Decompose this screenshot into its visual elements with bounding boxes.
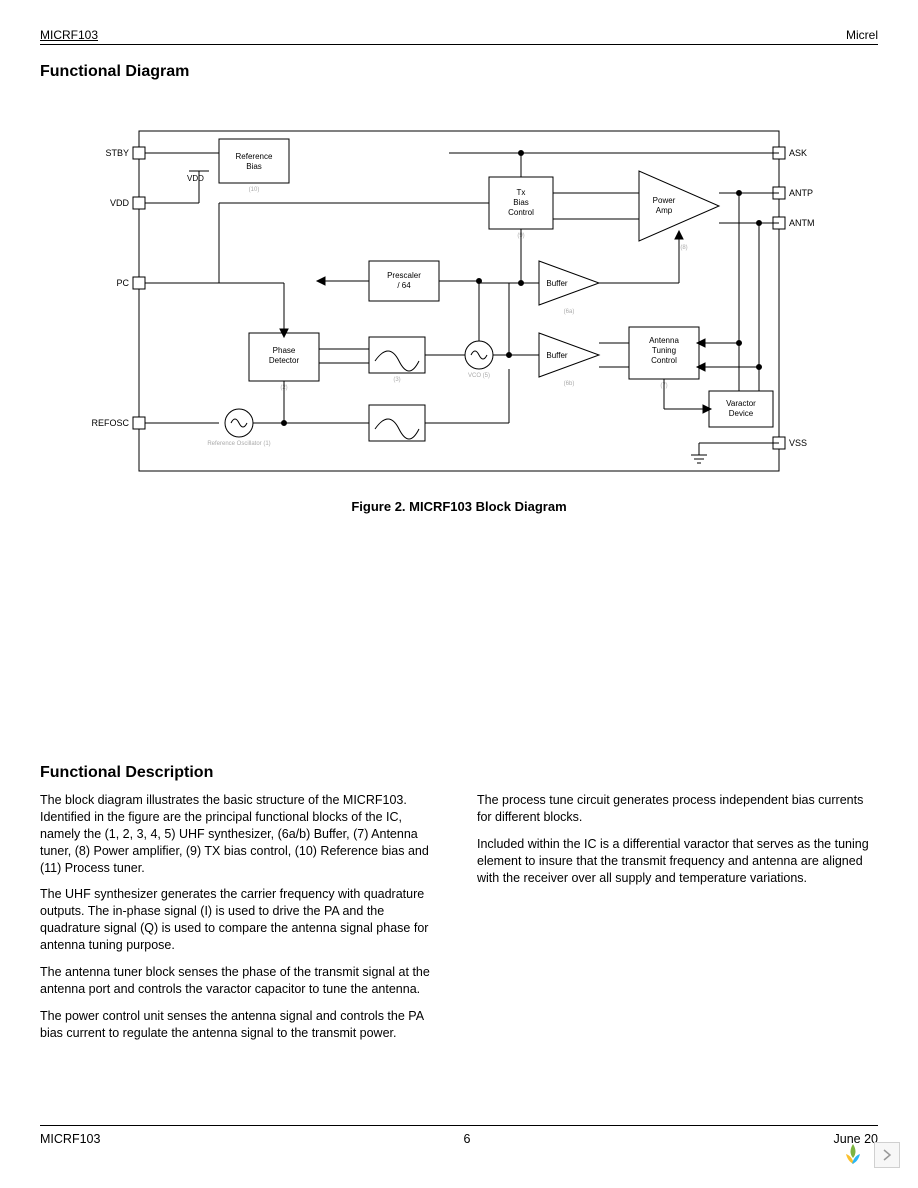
column-right: The process tune circuit generates proce… — [477, 792, 878, 1051]
header-bar: MICRF103 Micrel — [40, 28, 878, 45]
chevron-right-icon — [882, 1149, 892, 1161]
footer-left: MICRF103 — [40, 1132, 100, 1146]
footer-center: 6 — [464, 1132, 471, 1146]
svg-text:ANTM: ANTM — [789, 218, 815, 228]
logo-icon — [838, 1140, 868, 1170]
description-columns: The block diagram illustrates the basic … — [40, 792, 878, 1051]
svg-text:VDD: VDD — [187, 174, 204, 183]
svg-text:(6a): (6a) — [564, 309, 575, 315]
block-diagram-svg: STBY VDD PC REFOSC ASK ANTP ANTM VSS VDD… — [79, 111, 839, 491]
section-title-description: Functional Description — [40, 764, 878, 782]
svg-text:(8): (8) — [680, 245, 687, 251]
svg-text:VSS: VSS — [789, 438, 807, 448]
svg-text:(6b): (6b) — [564, 381, 575, 387]
svg-text:Reference Oscillator (1): Reference Oscillator (1) — [207, 441, 270, 447]
para: The process tune circuit generates proce… — [477, 792, 878, 826]
next-page-button[interactable] — [874, 1142, 900, 1168]
svg-text:ANTP: ANTP — [789, 188, 813, 198]
svg-text:REFOSC: REFOSC — [91, 418, 129, 428]
header-right: Micrel — [846, 28, 878, 42]
svg-text:(10): (10) — [249, 187, 260, 193]
svg-text:PowerAmp: PowerAmp — [653, 196, 676, 215]
svg-text:VCO (5): VCO (5) — [468, 373, 490, 379]
corner-nav — [838, 1140, 900, 1170]
svg-text:ASK: ASK — [789, 148, 807, 158]
para: The antenna tuner block senses the phase… — [40, 964, 441, 998]
svg-text:STBY: STBY — [105, 148, 129, 158]
section-title-diagram: Functional Diagram — [40, 63, 878, 81]
para: Included within the IC is a differential… — [477, 836, 878, 887]
svg-text:VDD: VDD — [110, 198, 130, 208]
svg-text:PC: PC — [116, 278, 129, 288]
svg-text:(3): (3) — [393, 377, 400, 383]
block-diagram: STBY VDD PC REFOSC ASK ANTP ANTM VSS VDD… — [40, 111, 878, 514]
svg-text:PhaseDetector: PhaseDetector — [269, 346, 300, 365]
header-left: MICRF103 — [40, 28, 98, 42]
svg-text:AntennaTuningControl: AntennaTuningControl — [649, 336, 679, 365]
para: The UHF synthesizer generates the carrie… — [40, 886, 441, 954]
figure-caption: Figure 2. MICRF103 Block Diagram — [351, 499, 566, 514]
para: The power control unit senses the antenn… — [40, 1008, 441, 1042]
para: The block diagram illustrates the basic … — [40, 792, 441, 876]
svg-text:VaractorDevice: VaractorDevice — [726, 399, 756, 418]
column-left: The block diagram illustrates the basic … — [40, 792, 441, 1051]
svg-text:Buffer: Buffer — [546, 279, 568, 288]
svg-text:Buffer: Buffer — [546, 351, 568, 360]
page-footer: MICRF103 6 June 20 — [40, 1125, 878, 1146]
